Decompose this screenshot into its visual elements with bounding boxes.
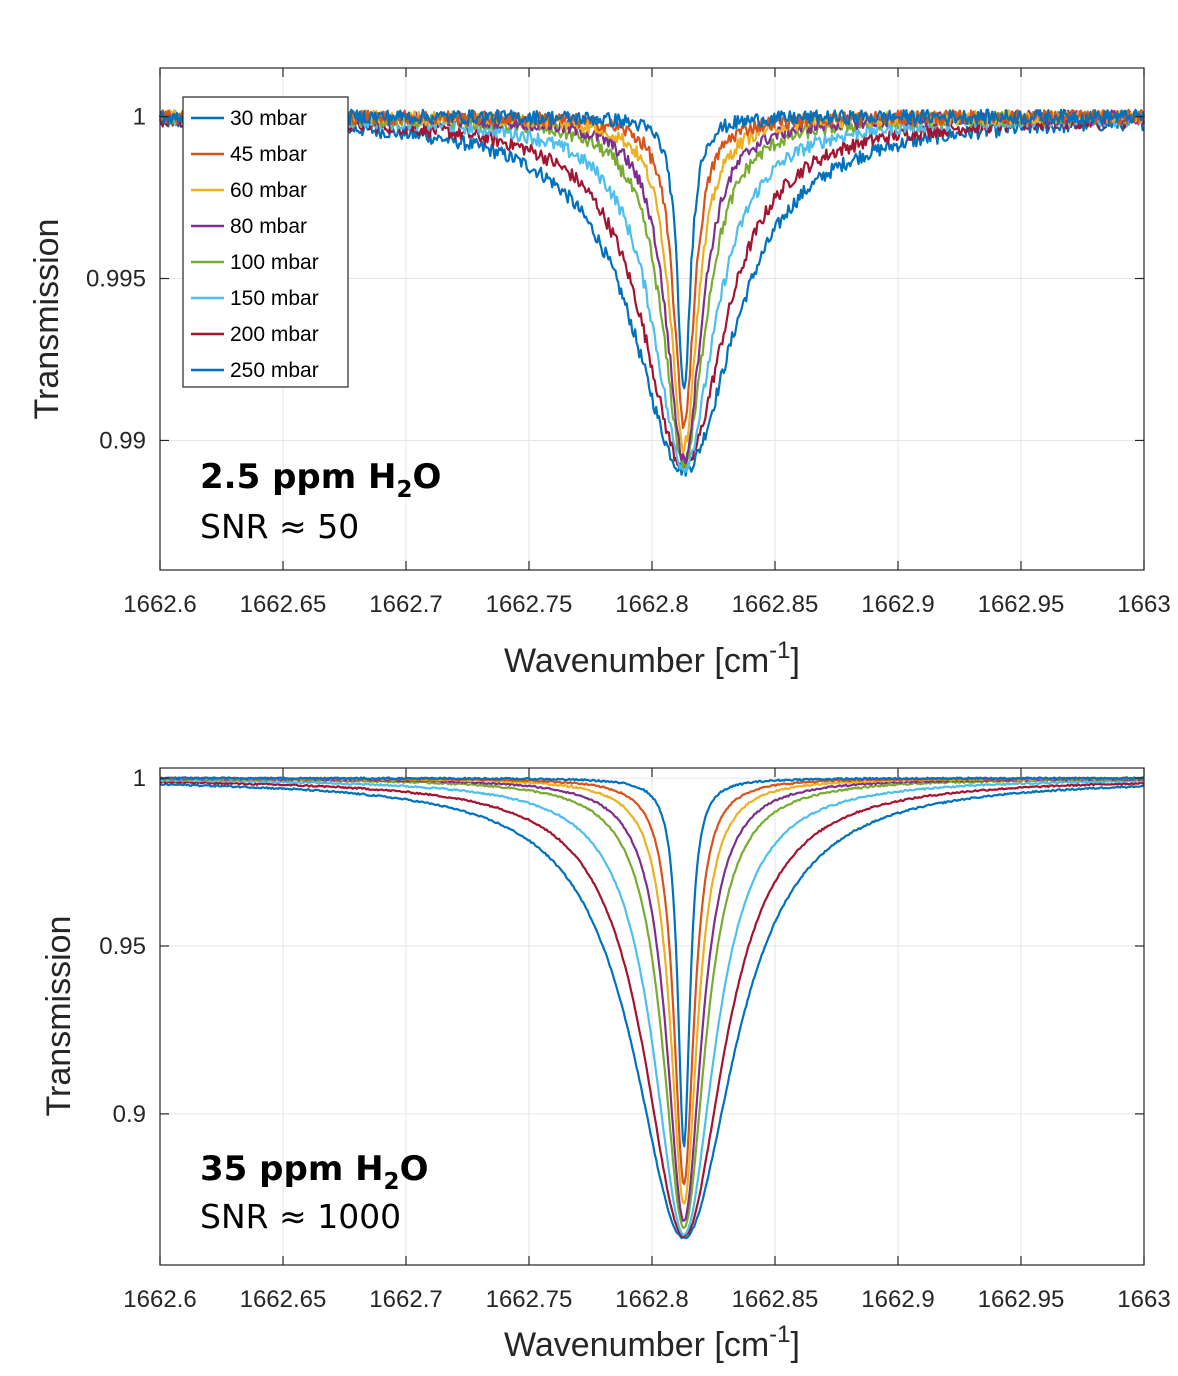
bottom-series: [159, 776, 1145, 1240]
top-xtick-label: 1662.9: [861, 591, 934, 618]
bottom-xtick-label: 1662.75: [486, 1286, 573, 1313]
bottom-xtick-label: 1662.95: [978, 1286, 1065, 1313]
bottom-series-200-mbar: [159, 780, 1145, 1238]
top-ytick-label: 0.995: [86, 266, 146, 293]
legend: 30 mbar 45 mbar 60 mbar 80 mbar 100 mbar 150 …: [182, 96, 349, 388]
bottom-series-30-mbar: [160, 776, 1145, 1148]
top-ticks: [159, 68, 1145, 570]
bottom-annotation-sub: 2: [384, 1169, 400, 1195]
legend-item-label: 150 mbar: [230, 287, 319, 310]
bottom-xlabel-end: ]: [791, 1326, 800, 1364]
top-xtick-label: 1662.7: [369, 591, 442, 618]
bottom-grid: [159, 768, 1145, 1265]
top-panel: 1662.6 1662.65 1662.7 1662.75 1662.8 1662.85 1…: [28, 67, 1171, 680]
bottom-xtick-label: 1662.85: [732, 1286, 819, 1313]
bottom-series-150-mbar: [159, 778, 1145, 1237]
top-xtick-label: 1662.85: [732, 591, 819, 618]
legend-item-label: 45 mbar: [230, 143, 307, 166]
top-ytick-label: 0.99: [99, 427, 146, 454]
top-xtick-label: 1662.65: [240, 591, 327, 618]
top-annotation-sub: 2: [396, 477, 412, 503]
legend-entries: 30 mbar 45 mbar 60 mbar 80 mbar 100 mbar 150 …: [191, 107, 319, 382]
top-xtick-label: 1663: [1117, 591, 1170, 618]
bottom-xtick-label: 1662.7: [369, 1286, 442, 1313]
bottom-panel: 1662.6 1662.65 1662.7 1662.75 1662.8 1662.85 1…: [40, 765, 1171, 1364]
bottom-annotation-main: 35 ppm H: [200, 1149, 384, 1189]
bottom-annotation-snr: SNR ≈ 1000: [200, 1197, 401, 1236]
bottom-annotation-title: 35 ppm H2O: [200, 1149, 428, 1195]
top-annotation-end: O: [412, 457, 441, 497]
bottom-ytick-label: 1: [133, 765, 146, 792]
top-tick-labels: 1662.6 1662.65 1662.7 1662.75 1662.8 1662.85 1…: [86, 104, 1171, 618]
top-xtick-label: 1662.6: [123, 591, 196, 618]
top-ytick-label: 1: [133, 104, 146, 131]
legend-item-label: 200 mbar: [230, 323, 319, 346]
bottom-xlabel-main: Wavenumber [cm: [504, 1326, 769, 1364]
bottom-xlabel-sup: -1: [769, 1321, 790, 1348]
bottom-xlabel: Wavenumber [cm-1]: [504, 1321, 800, 1364]
bottom-tick-labels: 1662.6 1662.65 1662.7 1662.75 1662.8 1662.85 1…: [99, 765, 1170, 1313]
bottom-xtick-label: 1662.65: [240, 1286, 327, 1313]
legend-item-label: 250 mbar: [230, 359, 319, 382]
bottom-xtick-label: 1662.6: [123, 1286, 196, 1313]
legend-item-label: 60 mbar: [230, 179, 307, 202]
top-xlabel: Wavenumber [cm-1]: [504, 637, 800, 680]
bottom-series-250-mbar: [159, 782, 1145, 1240]
top-annotation-title: 2.5 ppm H2O: [200, 457, 441, 503]
legend-item-label: 30 mbar: [230, 107, 307, 130]
bottom-ytick-label: 0.9: [113, 1101, 146, 1128]
bottom-annotation-end: O: [400, 1149, 429, 1189]
top-xtick-label: 1662.75: [486, 591, 573, 618]
top-xlabel-end: ]: [791, 642, 800, 680]
bottom-xtick-label: 1663: [1117, 1286, 1170, 1313]
bottom-ylabel: Transmission: [40, 916, 78, 1117]
bottom-ytick-label: 0.95: [99, 933, 146, 960]
top-annotation-snr: SNR ≈ 50: [200, 507, 359, 546]
legend-item-label: 80 mbar: [230, 215, 307, 238]
top-xlabel-sup: -1: [769, 637, 790, 664]
top-annotation-main: 2.5 ppm H: [200, 457, 396, 497]
bottom-xtick-label: 1662.9: [861, 1286, 934, 1313]
top-xtick-label: 1662.95: [978, 591, 1065, 618]
bottom-xtick-label: 1662.8: [615, 1286, 688, 1313]
top-xlabel-main: Wavenumber [cm: [504, 642, 769, 680]
top-xtick-label: 1662.8: [615, 591, 688, 618]
legend-box: [182, 96, 349, 388]
top-ylabel: Transmission: [28, 219, 66, 420]
bottom-ticks: [159, 768, 1145, 1265]
legend-item-label: 100 mbar: [230, 251, 319, 274]
